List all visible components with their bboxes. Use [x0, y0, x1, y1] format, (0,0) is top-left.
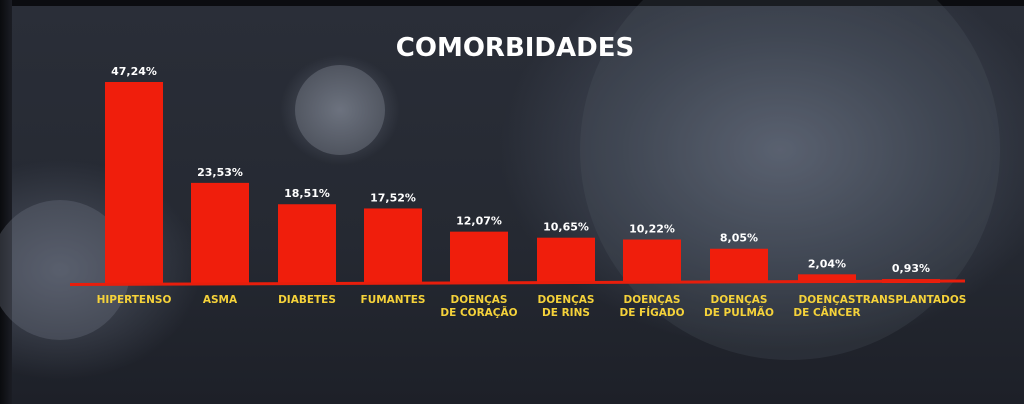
category-labels-layer: HIPERTENSO ASMA DIABETES FUMANTES DOENÇAS DE …: [97, 294, 967, 319]
bar-1: [191, 182, 249, 283]
value-label-5: 10,65%: [543, 221, 589, 234]
value-label-2: 18,51%: [284, 187, 330, 200]
category-label-8: DOENÇAS DE CÂNCER: [793, 294, 860, 319]
monitor-bezel-top: [0, 0, 1024, 6]
category-label-0: HIPERTENSO: [97, 294, 172, 306]
value-label-1: 23,53%: [197, 166, 243, 179]
category-label-2: DIABETES: [278, 294, 336, 306]
bars-layer: [105, 82, 940, 283]
value-labels-layer: 47,24% 23,53% 18,51% 17,52% 12,07% 10,65% 10,2…: [111, 65, 930, 275]
bar-6: [623, 239, 681, 283]
chart-baseline: [69, 279, 966, 286]
bar-3: [364, 208, 422, 283]
bar-4: [450, 231, 508, 283]
virus-decoration-icon: [0, 0, 1000, 360]
category-label-1: ASMA: [203, 294, 238, 306]
category-label-4: DOENÇAS DE CORAÇÃO: [440, 294, 517, 319]
chart-title: COMORBIDADES: [396, 33, 634, 63]
category-label-9: TRANSPLANTADOS: [856, 294, 967, 306]
value-label-8: 2,04%: [808, 257, 846, 270]
value-label-6: 10,22%: [629, 223, 675, 236]
value-label-0: 47,24%: [111, 65, 157, 78]
category-label-3: FUMANTES: [361, 294, 426, 306]
monitor-bezel-left: [0, 0, 12, 404]
value-label-4: 12,07%: [456, 215, 502, 228]
value-label-9: 0,93%: [892, 262, 930, 275]
value-label-3: 17,52%: [370, 191, 416, 204]
bar-7: [710, 248, 768, 283]
bar-0: [105, 82, 163, 283]
bar-5: [537, 237, 595, 283]
category-label-5: DOENÇAS DE RINS: [538, 294, 595, 319]
category-label-7: DOENÇAS DE PULMÃO: [704, 294, 774, 319]
category-label-6: DOENÇAS DE FÍGADO: [619, 294, 684, 319]
value-label-7: 8,05%: [720, 232, 758, 245]
bar-2: [278, 204, 336, 283]
bar-8: [798, 274, 856, 283]
